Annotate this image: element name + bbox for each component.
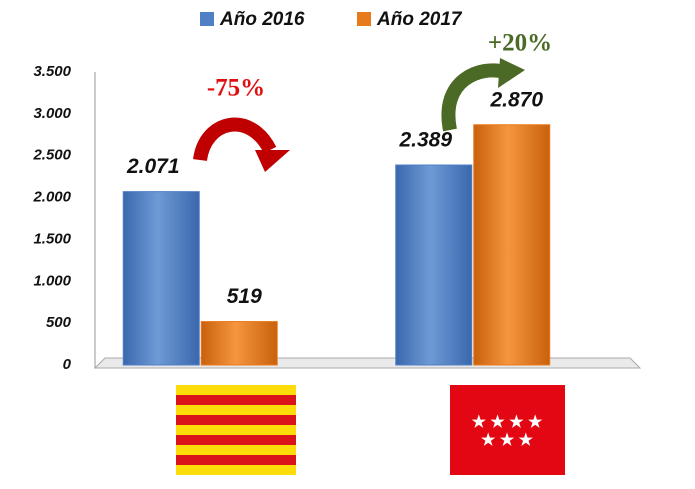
y-tick-label: 500 <box>46 314 72 331</box>
value-label: 2.870 <box>489 88 543 111</box>
bar <box>473 124 551 366</box>
y-tick-label: 0 <box>63 356 72 373</box>
value-label: 2.389 <box>398 129 452 152</box>
flag-madrid: ★ ★ ★ ★ ★ ★ ★ <box>450 385 565 475</box>
legend-swatch <box>200 12 214 26</box>
legend-label: Año 2016 <box>219 9 305 30</box>
flag-catalonia <box>176 385 296 475</box>
annotation: -75% <box>207 75 265 102</box>
arrow-head <box>255 150 290 172</box>
bar <box>395 164 473 366</box>
bar <box>200 321 278 366</box>
arrow-head <box>498 58 525 88</box>
bar <box>122 191 200 366</box>
y-tick-label: 2.500 <box>32 147 71 164</box>
annotation: +20% <box>488 30 552 57</box>
arrow-down <box>193 117 277 162</box>
legend-swatch <box>357 12 371 26</box>
y-tick-label: 1.500 <box>33 230 71 247</box>
svg-text:★ ★ ★ ★: ★ ★ ★ ★ <box>472 414 543 431</box>
y-tick-label: 1.000 <box>33 272 71 289</box>
arrow-up <box>441 63 507 132</box>
svg-text:★ ★ ★: ★ ★ ★ <box>481 432 534 449</box>
y-tick-label: 3.500 <box>33 63 71 80</box>
y-tick-label: 2.000 <box>32 189 71 206</box>
value-label: 519 <box>227 285 262 308</box>
legend-label: Año 2017 <box>376 9 463 30</box>
y-tick-label: 3.000 <box>33 105 71 122</box>
value-label: 2.071 <box>126 155 180 178</box>
